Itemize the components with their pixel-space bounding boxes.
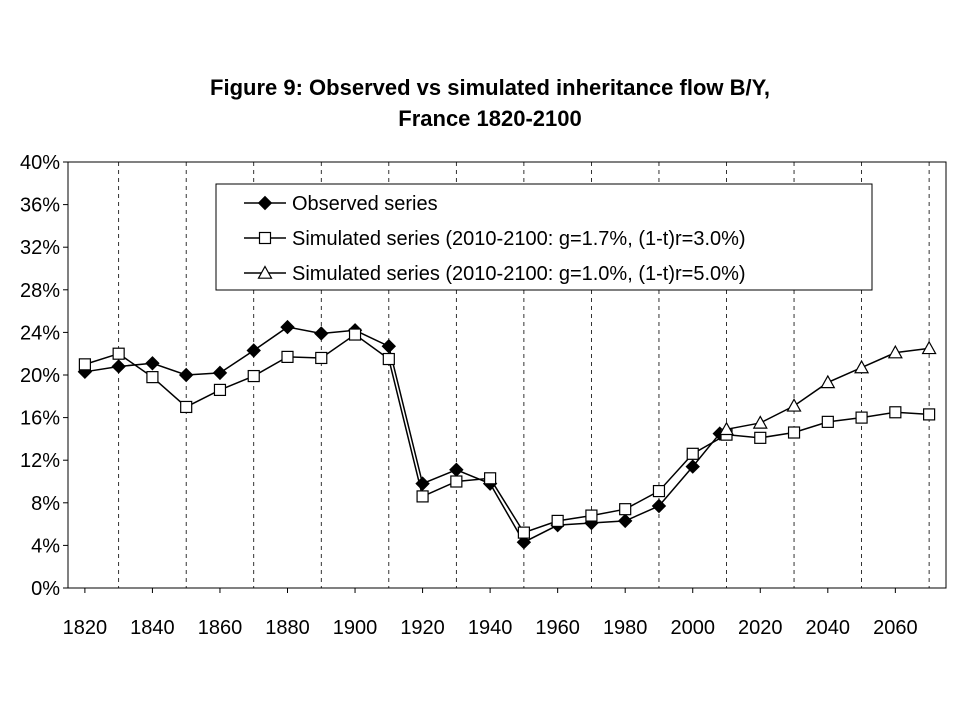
data-point	[651, 498, 667, 514]
data-point	[889, 406, 902, 419]
data-point	[111, 359, 126, 374]
data-point	[450, 475, 463, 488]
data-point	[517, 526, 530, 539]
legend-label: Simulated series (2010-2100: g=1.7%, (1-…	[292, 228, 746, 250]
y-tick-label: 8%	[31, 493, 60, 515]
data-point	[280, 319, 295, 335]
series-square	[78, 328, 936, 539]
data-point	[686, 447, 699, 460]
data-point	[854, 359, 870, 374]
x-tick-label: 1980	[603, 617, 648, 639]
data-point	[787, 426, 801, 439]
data-point	[887, 344, 903, 359]
legend-marker	[257, 265, 273, 279]
legend: Observed series Simulated series (2010-21…	[215, 183, 873, 291]
chart-subtitle: France 1820-2100	[398, 106, 581, 131]
data-point	[145, 356, 160, 371]
legend-item: Observed series	[244, 193, 438, 215]
data-point	[617, 513, 633, 529]
x-tick-label: 1960	[535, 617, 580, 639]
x-tick-label: 1940	[468, 617, 513, 639]
data-point	[551, 514, 564, 528]
data-point	[619, 503, 632, 516]
data-point	[484, 472, 497, 485]
data-point	[855, 411, 868, 424]
legend-item: Simulated series (2010-2100: g=1.0%, (1-…	[244, 263, 746, 285]
data-point	[752, 415, 768, 429]
data-point	[314, 326, 329, 341]
data-point	[213, 383, 227, 397]
data-point	[652, 484, 666, 498]
data-point	[416, 490, 429, 503]
data-point	[820, 374, 836, 389]
series-group	[77, 319, 937, 550]
data-point	[381, 339, 397, 354]
data-point	[178, 367, 194, 383]
data-point	[786, 398, 802, 412]
x-tick-label: 1840	[130, 617, 175, 639]
data-point	[516, 534, 532, 550]
data-point	[685, 459, 700, 474]
data-point	[146, 371, 159, 384]
data-point	[585, 509, 598, 522]
x-axis: 1820 1840 1860 1880 1900 1920 1940 1960 1980 2000…	[63, 588, 918, 639]
y-axis: 0% 4% 8% 12% 16% 20% 24% 28% 32% 36% 40%	[20, 152, 68, 600]
x-tick-label: 2020	[738, 617, 783, 639]
x-tick-label: 1820	[63, 617, 108, 639]
data-point	[754, 431, 767, 444]
y-tick-label: 28%	[20, 280, 60, 302]
y-tick-label: 4%	[31, 535, 60, 557]
gridlines	[118, 162, 930, 588]
data-point	[315, 351, 328, 365]
data-point	[78, 358, 91, 371]
data-point	[718, 421, 735, 436]
x-tick-label: 1920	[400, 617, 445, 639]
y-tick-label: 12%	[20, 450, 60, 472]
x-tick-label: 2040	[806, 617, 851, 639]
legend-label: Observed series	[292, 193, 438, 215]
data-point	[382, 352, 395, 366]
x-tick-label: 1880	[265, 617, 310, 639]
legend-box	[215, 183, 873, 291]
data-point	[923, 408, 936, 421]
data-point	[212, 365, 228, 381]
y-tick-label: 36%	[20, 195, 60, 217]
y-tick-label: 32%	[20, 237, 60, 259]
data-point	[281, 350, 294, 363]
data-point	[348, 328, 362, 341]
legend-label: Simulated series (2010-2100: g=1.0%, (1-…	[292, 263, 746, 285]
legend-marker	[257, 195, 273, 211]
x-tick-label: 2000	[670, 617, 715, 639]
x-tick-label: 1900	[333, 617, 378, 639]
x-tick-label: 2060	[873, 617, 918, 639]
data-point	[246, 343, 261, 358]
legend-item: Simulated series (2010-2100: g=1.7%, (1-…	[244, 228, 746, 250]
data-point	[247, 369, 260, 383]
chart-title: Figure 9: Observed vs simulated inherita…	[210, 75, 770, 100]
y-tick-label: 24%	[20, 322, 60, 344]
data-point	[821, 415, 834, 428]
data-point	[921, 340, 937, 355]
series-triangle	[718, 340, 937, 436]
y-tick-label: 20%	[20, 365, 60, 387]
y-tick-label: 40%	[20, 152, 60, 174]
legend-marker	[258, 231, 272, 245]
y-tick-label: 16%	[20, 408, 60, 430]
y-tick-label: 0%	[31, 578, 60, 600]
data-point	[180, 400, 193, 414]
x-tick-label: 1860	[198, 617, 243, 639]
data-point	[112, 347, 125, 360]
